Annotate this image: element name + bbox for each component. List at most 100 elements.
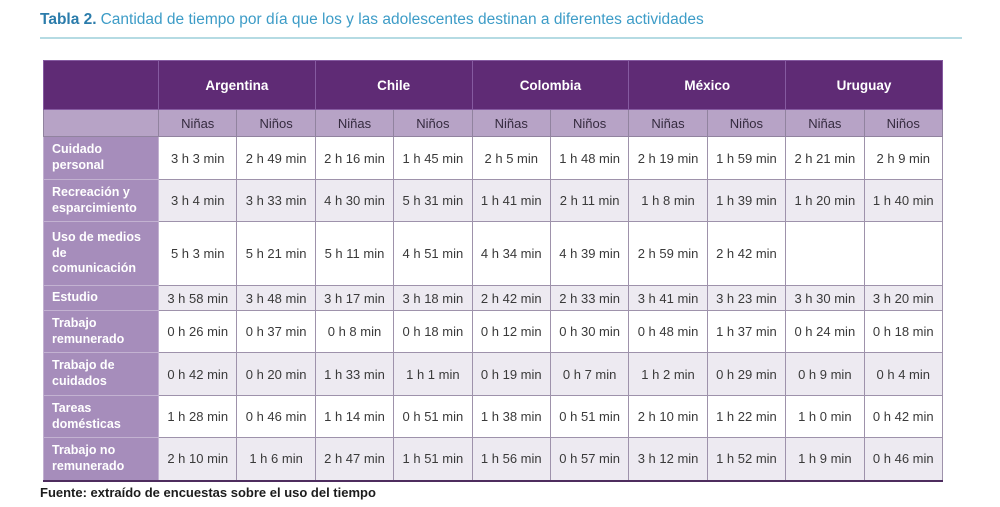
time-cell: 2 h 9 min — [863, 136, 944, 180]
time-cell: 0 h 57 min — [549, 437, 630, 481]
time-cell: 0 h 51 min — [549, 395, 630, 438]
table-number-label: Tabla 2. — [40, 11, 97, 28]
time-cell: 3 h 18 min — [393, 285, 473, 311]
gender-header: Niños — [706, 109, 787, 137]
time-cell: 3 h 33 min — [236, 179, 316, 222]
page-title: Tabla 2. Cantidad de tiempo por día que l… — [40, 10, 962, 40]
time-cell: 0 h 42 min — [157, 352, 238, 396]
time-cell: 3 h 3 min — [157, 136, 238, 180]
table-row: Trabajo remunerado 0 h 26 min 0 h 37 min 0 … — [43, 310, 944, 353]
time-cell: 1 h 6 min — [236, 437, 316, 481]
time-cell: 3 h 17 min — [314, 285, 395, 311]
table-row: Estudio 3 h 58 min 3 h 48 min 3 h 17 min 3 h… — [43, 285, 944, 311]
time-cell: 0 h 46 min — [863, 437, 944, 481]
time-cell: 0 h 9 min — [785, 352, 865, 396]
time-cell — [863, 221, 944, 286]
time-cell: 0 h 29 min — [706, 352, 787, 396]
time-cell: 1 h 39 min — [706, 179, 787, 222]
time-cell: 4 h 51 min — [393, 221, 473, 286]
time-cell: 2 h 5 min — [471, 136, 551, 180]
time-cell: 0 h 51 min — [393, 395, 473, 438]
source-note: Fuente: extraído de encuestas sobre el u… — [40, 485, 376, 500]
row-label: Trabajo de cuidados — [43, 352, 159, 396]
time-cell: 5 h 31 min — [393, 179, 473, 222]
time-cell: 2 h 10 min — [157, 437, 238, 481]
time-cell: 0 h 30 min — [549, 310, 630, 353]
gender-header-row: Niñas Niños Niñas Niños Niñas Niños Niña… — [43, 109, 944, 137]
time-cell: 1 h 20 min — [785, 179, 865, 222]
time-cell: 1 h 45 min — [393, 136, 473, 180]
time-cell: 3 h 4 min — [157, 179, 238, 222]
country-header-colombia: Colombia — [471, 60, 630, 110]
gender-corner-cell — [43, 109, 159, 137]
time-cell: 5 h 11 min — [314, 221, 395, 286]
time-cell: 1 h 14 min — [314, 395, 395, 438]
table-header: Argentina Chile Colombia México Uruguay … — [43, 60, 944, 137]
row-label: Trabajo no remunerado — [43, 437, 159, 481]
row-label: Tareas domésticas — [43, 395, 159, 438]
time-cell: 3 h 23 min — [706, 285, 787, 311]
time-cell: 1 h 51 min — [393, 437, 473, 481]
time-cell: 2 h 33 min — [549, 285, 630, 311]
time-cell: 1 h 9 min — [785, 437, 865, 481]
time-cell: 1 h 40 min — [863, 179, 944, 222]
time-cell: 0 h 18 min — [393, 310, 473, 353]
time-cell: 1 h 22 min — [706, 395, 787, 438]
time-cell: 1 h 56 min — [471, 437, 551, 481]
row-label: Trabajo remunerado — [43, 310, 159, 353]
time-cell: 1 h 41 min — [471, 179, 551, 222]
time-cell: 0 h 7 min — [549, 352, 630, 396]
table-row: Tareas domésticas 1 h 28 min 0 h 46 min 1 h… — [43, 395, 944, 438]
time-cell: 2 h 21 min — [785, 136, 865, 180]
country-header-chile: Chile — [314, 60, 473, 110]
time-cell: 3 h 20 min — [863, 285, 944, 311]
time-cell: 0 h 19 min — [471, 352, 551, 396]
time-cell: 2 h 47 min — [314, 437, 395, 481]
activities-time-table: Argentina Chile Colombia México Uruguay … — [43, 60, 944, 482]
time-cell: 2 h 11 min — [549, 179, 630, 222]
time-cell: 1 h 2 min — [628, 352, 708, 396]
gender-header: Niñas — [471, 109, 551, 137]
time-cell: 5 h 21 min — [236, 221, 316, 286]
country-header-argentina: Argentina — [158, 60, 316, 110]
table-row: Uso de medios de comunicación 5 h 3 min 5 … — [43, 221, 944, 286]
time-cell: 3 h 48 min — [236, 285, 316, 311]
country-header-uruguay: Uruguay — [785, 60, 943, 110]
gender-header: Niñas — [785, 109, 865, 137]
table-body: Cuidado personal 3 h 3 min 2 h 49 min 2 h 1… — [43, 136, 944, 481]
time-cell: 3 h 58 min — [157, 285, 238, 311]
corner-cell — [43, 60, 159, 110]
time-cell: 1 h 28 min — [157, 395, 238, 438]
gender-header: Niños — [236, 109, 316, 137]
time-cell: 0 h 12 min — [471, 310, 551, 353]
time-cell: 1 h 52 min — [706, 437, 787, 481]
table-row: Cuidado personal 3 h 3 min 2 h 49 min 2 h 1… — [43, 136, 944, 180]
gender-header: Niñas — [628, 109, 708, 137]
time-cell: 2 h 19 min — [628, 136, 708, 180]
time-cell: 0 h 42 min — [863, 395, 944, 438]
gender-header: Niños — [393, 109, 473, 137]
table-row: Trabajo de cuidados 0 h 42 min 0 h 20 min 1… — [43, 352, 944, 396]
row-label: Cuidado personal — [43, 136, 159, 180]
country-header-mexico: México — [628, 60, 787, 110]
time-cell: 0 h 4 min — [863, 352, 944, 396]
time-cell — [785, 221, 865, 286]
time-cell: 4 h 39 min — [549, 221, 630, 286]
time-cell: 1 h 33 min — [314, 352, 395, 396]
gender-header: Niñas — [314, 109, 395, 137]
time-cell: 2 h 16 min — [314, 136, 395, 180]
country-header-row: Argentina Chile Colombia México Uruguay — [43, 60, 943, 110]
time-cell: 0 h 24 min — [785, 310, 865, 353]
time-cell: 1 h 48 min — [549, 136, 630, 180]
time-cell: 1 h 0 min — [785, 395, 865, 438]
time-cell: 3 h 12 min — [628, 437, 708, 481]
time-cell: 3 h 30 min — [785, 285, 865, 311]
table-title-text: Cantidad de tiempo por día que los y las… — [100, 11, 704, 28]
time-cell: 1 h 38 min — [471, 395, 551, 438]
gender-header: Niñas — [157, 109, 238, 137]
time-cell: 4 h 30 min — [314, 179, 395, 222]
time-cell: 1 h 8 min — [628, 179, 708, 222]
time-cell: 2 h 10 min — [628, 395, 708, 438]
gender-header: Niños — [549, 109, 630, 137]
